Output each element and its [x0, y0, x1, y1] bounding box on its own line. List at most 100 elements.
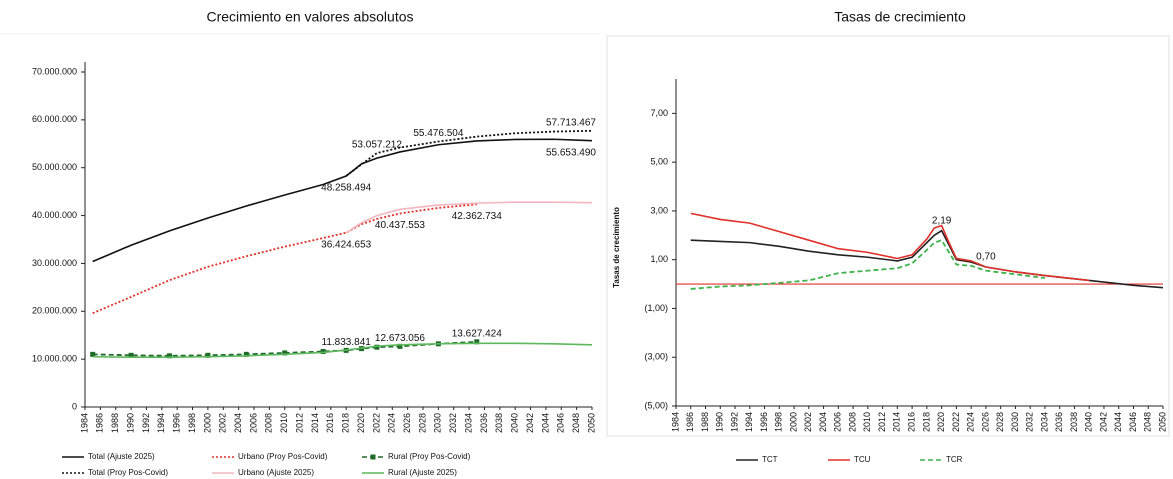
y-tick-label: 20.000.000: [32, 306, 77, 316]
y-tick-label: 50.000.000: [32, 162, 77, 172]
x-tick-label: 1996: [759, 412, 769, 432]
x-tick-label: 2048: [1143, 412, 1153, 432]
x-tick-label: 2002: [218, 413, 228, 433]
x-tick-label: 2030: [433, 413, 443, 433]
x-tick-label: 1994: [156, 413, 166, 433]
x-tick-label: 1992: [141, 413, 151, 433]
marker: [282, 350, 288, 356]
y-tick-label: 1,00: [650, 254, 668, 264]
x-tick-label: 1984: [79, 413, 89, 433]
x-tick-label: 2040: [510, 413, 520, 433]
marker: [167, 353, 172, 359]
legend-label: Rural (Proy Pos-Covid): [388, 452, 471, 461]
x-tick-label: 2008: [847, 412, 857, 432]
chart-title: Tasas de crecimiento: [834, 9, 966, 25]
x-tick-label: 2036: [479, 413, 489, 433]
series-line: [92, 203, 477, 315]
x-tick-label: 1986: [685, 412, 695, 432]
data-label: 0,70: [976, 252, 996, 263]
x-tick-label: 2028: [417, 413, 427, 433]
x-tick-label: 2036: [1054, 412, 1064, 432]
data-label: 48.258.494: [321, 183, 371, 194]
x-tick-label: 2012: [294, 413, 304, 433]
data-label: 55.653.490: [546, 147, 596, 158]
y-axis-label: Tasas de crecimiento: [612, 207, 621, 288]
x-tick-label: 2042: [1098, 412, 1108, 432]
data-label: 42.362.734: [452, 211, 502, 222]
marker: [128, 352, 134, 358]
marker: [374, 344, 380, 350]
x-tick-label: 2004: [818, 412, 828, 432]
x-tick-label: 2006: [248, 413, 258, 433]
chart-title: Crecimiento en valores absolutos: [207, 9, 414, 25]
x-tick-label: 2026: [402, 413, 412, 433]
y-tick-label: 70.000.000: [32, 66, 77, 76]
marker: [320, 348, 326, 354]
x-tick-label: 1986: [95, 413, 105, 433]
data-label: 13.627.424: [452, 328, 502, 339]
x-tick-label: 2016: [906, 412, 916, 432]
data-label: 2,19: [932, 215, 952, 226]
x-tick-label: 2028: [995, 412, 1005, 432]
x-tick-label: 2034: [1039, 412, 1049, 432]
x-tick-label: 1996: [172, 413, 182, 433]
panel-frame: [606, 35, 1170, 437]
x-tick-label: 2002: [803, 412, 813, 432]
x-tick-label: 2030: [1010, 412, 1020, 432]
legend-label: Urbano (Ajuste 2025): [238, 468, 314, 477]
x-tick-label: 2040: [1084, 412, 1094, 432]
x-tick-label: 2010: [279, 413, 289, 433]
x-tick-label: 2012: [877, 412, 887, 432]
x-tick-label: 2038: [1069, 412, 1079, 432]
data-label: 57.713.467: [546, 117, 596, 128]
y-tick-label: 10.000.000: [32, 354, 77, 364]
y-tick-label: (3,00): [644, 352, 668, 362]
marker: [90, 351, 96, 357]
marker: [205, 352, 211, 358]
marker: [474, 339, 480, 345]
x-tick-label: 2032: [448, 413, 458, 433]
y-tick-label: 0: [72, 401, 77, 411]
y-tick-label: 30.000.000: [32, 258, 77, 268]
x-tick-label: 2000: [202, 413, 212, 433]
y-tick-label: 60.000.000: [32, 114, 77, 124]
data-label: 53.057.212: [352, 140, 402, 151]
x-tick-label: 1990: [125, 413, 135, 433]
y-tick-label: 3,00: [650, 205, 668, 215]
x-tick-label: 2024: [387, 413, 397, 433]
data-label: 55.476.504: [413, 128, 463, 139]
x-tick-label: 2014: [310, 413, 320, 433]
y-tick-label: (1,00): [644, 303, 668, 313]
x-tick-label: 2004: [233, 413, 243, 433]
x-tick-label: 2046: [556, 413, 566, 433]
x-tick-label: 1984: [670, 412, 680, 432]
legend-label: Rural (Ajuste 2025): [388, 468, 457, 477]
x-tick-label: 2038: [494, 413, 504, 433]
x-tick-label: 2006: [833, 412, 843, 432]
x-tick-label: 1988: [110, 413, 120, 433]
data-label: 12.673.056: [375, 333, 425, 344]
x-tick-label: 2046: [1128, 412, 1138, 432]
x-tick-label: 2020: [936, 412, 946, 432]
series-line: [690, 239, 1046, 290]
legend-label: Total (Proy Pos-Covid): [88, 468, 168, 477]
x-tick-label: 2022: [371, 413, 381, 433]
x-tick-label: 2032: [1025, 412, 1035, 432]
x-tick-label: 1990: [715, 412, 725, 432]
series-line: [345, 201, 593, 234]
legend-label: Urbano (Proy Pos-Covid): [238, 452, 328, 461]
series-line: [690, 212, 1090, 282]
x-tick-label: 2022: [951, 412, 961, 432]
y-tick-label: 40.000.000: [32, 210, 77, 220]
x-tick-label: 2020: [356, 413, 366, 433]
x-tick-label: 1998: [187, 413, 197, 433]
x-tick-label: 2026: [980, 412, 990, 432]
x-tick-label: 2042: [525, 413, 535, 433]
legend-label: Total (Ajuste 2025): [88, 452, 155, 461]
y-tick-label: 5,00: [650, 157, 668, 167]
legend-label: TCT: [762, 455, 778, 464]
x-tick-label: 2014: [892, 412, 902, 432]
y-tick-label: (5,00): [644, 400, 668, 410]
x-tick-label: 2044: [540, 413, 550, 433]
